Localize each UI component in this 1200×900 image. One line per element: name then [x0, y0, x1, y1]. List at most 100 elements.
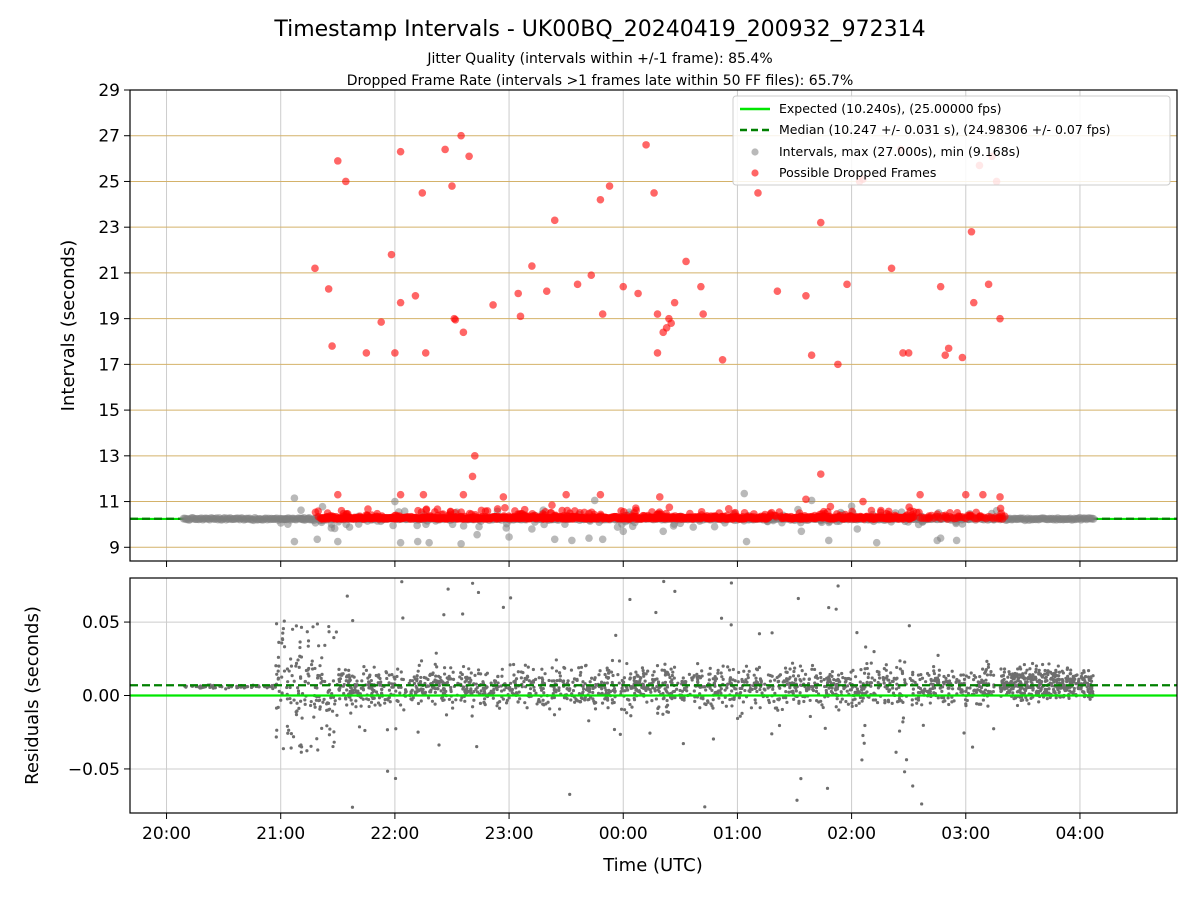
residual-point [385, 728, 390, 732]
residual-point [482, 700, 486, 704]
residual-point [646, 669, 650, 673]
residual-point [787, 690, 791, 694]
residual-point [622, 676, 626, 680]
residual-point [289, 664, 294, 668]
residual-point [986, 704, 990, 708]
residual-point [580, 691, 585, 696]
residual-point [1060, 681, 1064, 685]
residual-point [298, 675, 303, 679]
residual-point [754, 667, 759, 671]
residual-point [628, 702, 632, 707]
residual-point [331, 679, 336, 683]
residual-point [378, 681, 382, 685]
residual-point [1037, 689, 1041, 693]
residual-point [796, 674, 801, 678]
residual-point [727, 668, 732, 672]
residual-point [650, 677, 655, 682]
residual-point [594, 682, 598, 687]
residual-point [434, 651, 438, 655]
residual-point [604, 688, 608, 692]
residual-point [285, 697, 290, 701]
residual-point [321, 700, 325, 704]
residual-point [1057, 670, 1062, 674]
residual-point [482, 689, 487, 693]
residual-point [634, 688, 638, 692]
residual-point [989, 673, 993, 677]
residual-point [1019, 667, 1023, 671]
residual-point [598, 669, 602, 673]
residual-point [592, 701, 597, 705]
residual-point [889, 671, 893, 675]
residual-point [734, 687, 738, 691]
residual-point [629, 686, 633, 690]
residual-point [916, 696, 921, 700]
residual-point [290, 627, 295, 631]
residual-point [398, 703, 403, 707]
residual-point [325, 724, 329, 728]
residual-point [337, 667, 341, 671]
residual-point [398, 691, 402, 695]
residual-point [858, 680, 862, 684]
residual-point [845, 689, 849, 693]
residual-point [824, 688, 828, 693]
residual-point [785, 679, 789, 683]
residual-point [991, 673, 996, 677]
residual-point [910, 703, 914, 707]
residual-point [606, 671, 611, 675]
residual-point [396, 699, 400, 703]
residual-point [778, 673, 783, 677]
residual-point [746, 673, 750, 677]
residual-point [557, 688, 561, 693]
residual-point [981, 698, 985, 702]
residual-point [700, 669, 704, 673]
jitter-subtitle: Jitter Quality (intervals within +/-1 fr… [426, 51, 772, 67]
residual-point [742, 669, 746, 673]
residual-point [1068, 689, 1072, 693]
residual-point [368, 686, 372, 690]
residual-point [444, 713, 449, 717]
residual-point [1009, 681, 1013, 685]
residual-point [894, 687, 899, 691]
dropped-frame-point [441, 145, 449, 154]
residual-point [1057, 690, 1061, 695]
residual-point [1068, 672, 1072, 676]
residual-point [657, 705, 661, 709]
residual-point [768, 679, 773, 683]
residual-point [332, 730, 336, 734]
residual-point [719, 616, 724, 620]
residual-point [630, 705, 634, 709]
residual-point [731, 678, 735, 682]
residual-point [1091, 689, 1095, 694]
dropped-frame-point [619, 282, 628, 291]
residual-point [767, 700, 771, 705]
residual-point [792, 669, 796, 674]
dropped-frame-point [324, 285, 333, 293]
residual-point [419, 675, 423, 680]
residual-point [316, 676, 320, 680]
residual-point [459, 698, 463, 702]
residual-point [475, 745, 479, 749]
residual-point [360, 679, 364, 683]
residual-point [901, 716, 906, 720]
residual-point [1011, 677, 1015, 681]
residual-point [670, 697, 674, 701]
residual-point [1085, 685, 1089, 689]
dropped-frame-point [944, 344, 953, 353]
dropped-frame-point [665, 503, 674, 512]
residual-point [537, 676, 541, 680]
dropped-frame-point [396, 147, 405, 156]
residual-point [350, 805, 355, 809]
residual-point [663, 687, 667, 691]
residual-point [981, 667, 985, 671]
residual-point [579, 665, 584, 669]
residual-point [496, 674, 500, 678]
residual-point [900, 671, 905, 676]
residual-point [911, 670, 915, 674]
residual-point [719, 691, 723, 696]
residual-point [286, 680, 290, 684]
residual-point [322, 697, 326, 702]
residual-point [469, 691, 473, 695]
residual-point [932, 664, 936, 669]
x-axis-label: Time (UTC) [602, 855, 703, 876]
residual-point [920, 802, 924, 806]
